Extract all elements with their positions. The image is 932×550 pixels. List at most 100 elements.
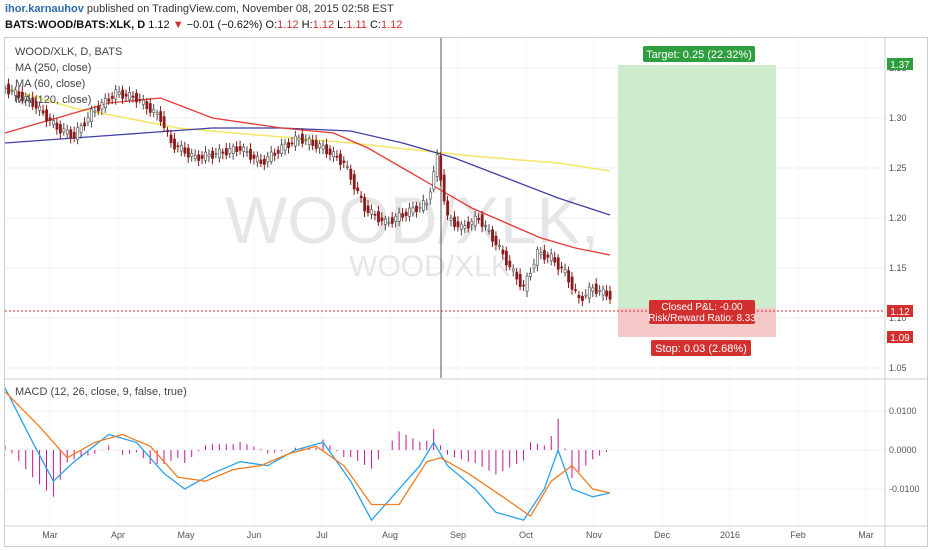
candle-body — [193, 154, 197, 159]
target-price-tag — [887, 58, 913, 70]
candle-body — [342, 160, 346, 163]
candle-body — [446, 200, 450, 216]
target-zone[interactable] — [618, 65, 776, 308]
candle-body — [473, 215, 477, 227]
candle-body — [55, 122, 59, 130]
candle-body — [543, 250, 546, 260]
candle-body — [363, 197, 367, 212]
candle-body — [31, 97, 35, 107]
candle-body — [266, 156, 270, 163]
price-tick-label: 1.30 — [889, 113, 907, 123]
ohlc-close-label: C: — [369, 19, 381, 31]
candle-body — [397, 212, 401, 222]
macd-line — [5, 387, 611, 522]
price-tick-label: 1.15 — [889, 263, 907, 273]
candle-body — [269, 151, 273, 162]
candle-body — [504, 250, 508, 266]
candle-body — [460, 223, 463, 230]
candle-body — [608, 290, 612, 300]
stop-label-box[interactable] — [651, 340, 751, 356]
candle-body — [456, 221, 460, 228]
candle-body — [124, 93, 128, 97]
time-tick-label: Nov — [586, 530, 603, 540]
candle-body — [197, 154, 201, 161]
candle-body — [587, 286, 591, 299]
pnl-label: Closed P&L: -0.00 — [661, 302, 743, 313]
candle-body — [484, 225, 488, 227]
legend-ma250[interactable]: MA (250, close) — [15, 62, 92, 74]
time-tick-label: 2016 — [720, 530, 740, 540]
author-link[interactable]: ihor.karnauhov — [5, 3, 84, 15]
candle-body — [297, 137, 301, 141]
candle-body — [560, 266, 564, 269]
down-arrow-icon: ▼ — [172, 19, 184, 31]
chart-canvas[interactable]: WOOD/XLK, D WOOD/XLK Target: 0.25 (22.32… — [5, 38, 927, 546]
candle-body — [176, 145, 180, 148]
candle-body — [390, 217, 394, 224]
candle-body — [511, 268, 515, 272]
stop-label: Stop: 0.03 (2.68%) — [655, 343, 747, 355]
candle-body — [117, 91, 121, 96]
candle-body — [97, 106, 100, 112]
candle-body — [103, 97, 107, 109]
candle-body — [356, 187, 360, 192]
candle-body — [186, 147, 190, 158]
candle-body — [135, 92, 138, 103]
candle-body — [605, 290, 609, 297]
candle-body — [100, 102, 104, 110]
chart-frame[interactable]: WOOD/XLK, D WOOD/XLK Target: 0.25 (22.32… — [4, 37, 928, 547]
symbol-header: BATS:WOOD/BATS:XLK, D 1.12 ▼ −0.01 (−0.6… — [5, 19, 402, 31]
candle-body — [394, 215, 398, 222]
candle-body — [314, 140, 318, 149]
candle-body — [518, 274, 522, 287]
ohlc-low-label: L: — [337, 19, 347, 31]
legend-ma120[interactable]: MA (120, close) — [15, 94, 92, 106]
candle-body — [563, 269, 567, 274]
candle-body — [20, 92, 24, 101]
candle-body — [235, 146, 239, 153]
candle-body — [345, 166, 349, 168]
candle-body — [110, 95, 114, 99]
candle-body — [128, 92, 131, 100]
candle-body — [252, 154, 256, 159]
ohlc-open-label: O: — [265, 19, 278, 31]
candle-body — [224, 148, 228, 156]
candle-body — [494, 235, 498, 246]
candle-body — [491, 229, 494, 242]
candle-body — [373, 213, 377, 216]
candle-body — [529, 273, 532, 277]
time-tick-label: Feb — [790, 530, 806, 540]
target-label-box[interactable] — [643, 46, 755, 62]
candle-body — [173, 138, 176, 150]
candle-body — [190, 152, 194, 157]
legend-macd[interactable]: MACD (12, 26, close, 9, false, true) — [15, 386, 187, 398]
candle-body — [439, 155, 443, 181]
candle-body — [65, 129, 69, 135]
candle-body — [262, 158, 266, 165]
candle-body — [301, 133, 304, 144]
candle-body — [14, 89, 17, 96]
time-tick-label: May — [177, 530, 195, 540]
candle-body — [280, 144, 284, 154]
pnl-box[interactable] — [649, 300, 755, 324]
time-tick-label: Mar — [42, 530, 58, 540]
candle-body — [581, 296, 584, 301]
candle-body — [166, 129, 169, 132]
candle-body — [48, 117, 52, 121]
candle-body — [114, 89, 118, 100]
legend-ma60[interactable]: MA (60, close) — [15, 78, 86, 90]
time-tick-label: Sep — [450, 530, 466, 540]
stop-price-tag — [887, 331, 913, 343]
candle-body — [214, 153, 218, 155]
candle-body — [221, 151, 225, 154]
candle-body — [601, 288, 605, 296]
candle-body — [159, 111, 163, 122]
macd-tick-label: 0.0000 — [889, 445, 917, 455]
legend-main[interactable]: WOOD/XLK, D, BATS — [15, 46, 123, 58]
candle-body — [318, 143, 322, 149]
candle-body — [304, 139, 308, 142]
candle-body — [567, 270, 571, 283]
price-tick-label: 1.05 — [889, 363, 907, 373]
rr-label: Risk/Reward Ratio: 8.33 — [648, 313, 756, 324]
candle-body — [508, 260, 512, 268]
